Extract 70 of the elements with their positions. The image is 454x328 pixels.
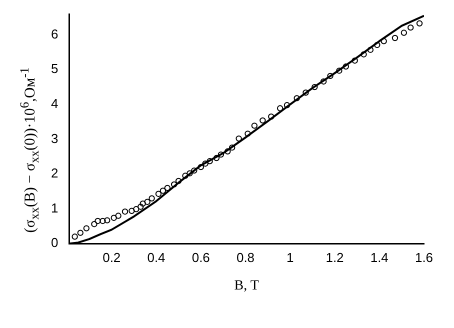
point <box>77 230 84 236</box>
point <box>83 225 90 232</box>
y-tick-label: 0 <box>50 235 58 250</box>
x-tick-label: 0.2 <box>102 250 121 265</box>
point <box>229 144 236 151</box>
point <box>360 51 367 58</box>
point <box>160 188 166 194</box>
point <box>374 42 380 48</box>
x-tick-label: 1.6 <box>414 250 434 265</box>
point <box>171 181 178 188</box>
point <box>408 24 414 31</box>
point <box>294 95 300 102</box>
point <box>191 167 198 174</box>
point <box>320 78 327 85</box>
point <box>392 34 398 42</box>
point <box>91 221 98 228</box>
x-tick-label: 0.6 <box>192 250 210 265</box>
point <box>94 218 101 224</box>
x-tick-label: 0.4 <box>147 250 166 265</box>
point <box>284 102 290 108</box>
y-tick-label: 3 <box>50 130 58 146</box>
point <box>182 172 188 179</box>
point <box>164 184 171 192</box>
point <box>72 234 78 240</box>
point <box>251 122 258 129</box>
point <box>224 148 231 155</box>
point <box>122 208 128 215</box>
point <box>155 190 162 197</box>
x-axis-title: B, T <box>234 278 260 294</box>
point <box>218 151 224 158</box>
point <box>213 154 220 162</box>
y-tick-label: 2 <box>50 166 58 181</box>
point <box>140 200 146 207</box>
point <box>380 38 387 44</box>
point <box>416 20 423 26</box>
point <box>276 105 284 112</box>
point <box>198 164 204 170</box>
point <box>327 72 334 80</box>
point <box>268 114 274 120</box>
point <box>186 170 193 176</box>
point <box>342 63 350 70</box>
point <box>110 214 117 221</box>
point <box>128 208 135 214</box>
point <box>115 212 122 219</box>
x-tick-label: 1.4 <box>370 250 388 265</box>
point <box>104 217 110 224</box>
y-tick-label: 5 <box>50 61 58 76</box>
y-tick-label: 1 <box>50 200 58 216</box>
y-tick-label: 6 <box>50 26 58 42</box>
point <box>367 46 374 53</box>
point <box>302 90 309 96</box>
point <box>148 195 155 202</box>
point <box>336 68 342 74</box>
point <box>236 135 242 142</box>
point <box>202 160 208 167</box>
point <box>244 130 251 137</box>
point <box>400 30 408 36</box>
point <box>312 84 318 90</box>
x-tick-label: 1.2 <box>326 250 344 265</box>
y-tick-label: 4 <box>50 96 58 112</box>
point <box>260 117 266 124</box>
point <box>206 158 213 164</box>
point <box>144 198 150 205</box>
point <box>100 218 106 224</box>
point <box>133 206 140 212</box>
point <box>138 204 144 210</box>
x-tick-label: 1 <box>286 250 294 265</box>
point <box>352 58 358 64</box>
point <box>175 178 182 184</box>
x-tick-label: 0.8 <box>236 250 255 265</box>
